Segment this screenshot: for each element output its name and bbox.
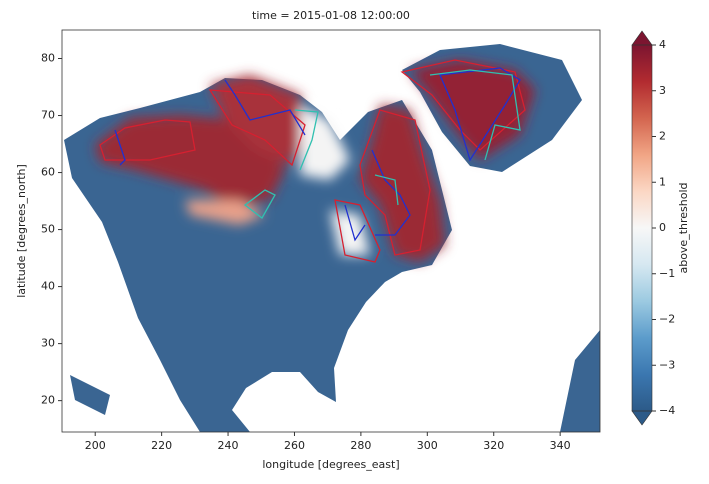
y-tick-label: 40 bbox=[41, 280, 55, 293]
x-tick-label: 320 bbox=[483, 439, 504, 452]
y-tick-label: 70 bbox=[41, 109, 55, 122]
contours bbox=[99, 59, 526, 263]
colorbar-tick-label: −2 bbox=[659, 313, 675, 326]
x-tick-label: 200 bbox=[85, 439, 106, 452]
x-axis-label: longitude [degrees_east] bbox=[262, 458, 399, 471]
y-tick-label: 30 bbox=[41, 337, 55, 350]
chart-title: time = 2015-01-08 12:00:00 bbox=[252, 9, 410, 22]
colorbar-label: above_threshold bbox=[677, 182, 690, 273]
x-tick-label: 260 bbox=[284, 439, 305, 452]
x-tick-label: 340 bbox=[550, 439, 571, 452]
y-tick-label: 20 bbox=[41, 394, 55, 407]
colorbar-tick-label: 4 bbox=[659, 38, 666, 51]
colorbar-tick-label: −3 bbox=[659, 358, 675, 371]
colorbar-extend-min bbox=[631, 410, 653, 426]
colorbar bbox=[632, 45, 652, 411]
colorbar-tick-label: 0 bbox=[659, 221, 666, 234]
colorbar-tick-label: −4 bbox=[659, 404, 675, 417]
map-field bbox=[62, 30, 600, 432]
colorbar-tick-label: 1 bbox=[659, 175, 666, 188]
plot-frame bbox=[61, 29, 601, 433]
colorbar-tick-label: −1 bbox=[659, 267, 675, 280]
y-axis-label: latitude [degrees_north] bbox=[15, 164, 28, 298]
x-tick-label: 220 bbox=[151, 439, 172, 452]
x-tick-label: 300 bbox=[417, 439, 438, 452]
y-tick-label: 60 bbox=[41, 166, 55, 179]
y-tick-label: 80 bbox=[41, 52, 55, 65]
x-tick-label: 280 bbox=[350, 439, 371, 452]
y-tick-label: 50 bbox=[41, 223, 55, 236]
colorbar-tick-label: 3 bbox=[659, 84, 666, 97]
colorbar-extend-max bbox=[631, 30, 653, 46]
colorbar-tick-label: 2 bbox=[659, 130, 666, 143]
x-tick-label: 240 bbox=[218, 439, 239, 452]
